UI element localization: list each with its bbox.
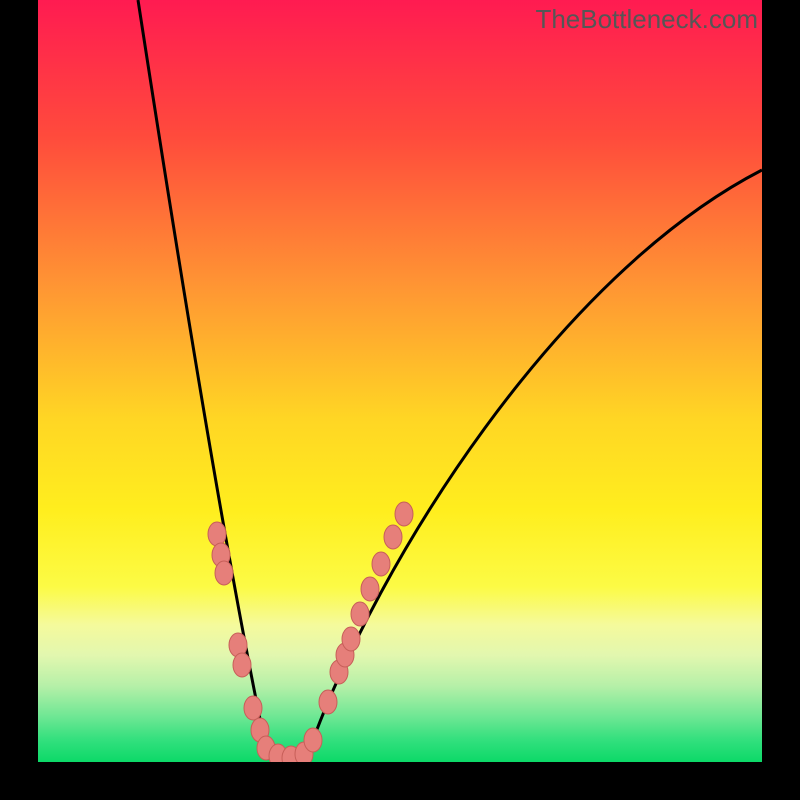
curve-marker: [361, 577, 379, 601]
border-right: [762, 0, 800, 800]
border-left: [0, 0, 38, 800]
curve-marker: [395, 502, 413, 526]
curve-marker: [208, 522, 226, 546]
curve-marker: [319, 690, 337, 714]
watermark-text: TheBottleneck.com: [535, 4, 758, 35]
curve-layer: [38, 0, 762, 762]
curve-marker: [215, 561, 233, 585]
curve-marker: [233, 653, 251, 677]
plot-area: [38, 0, 762, 762]
chart-canvas: TheBottleneck.com: [0, 0, 800, 800]
curve-marker: [372, 552, 390, 576]
curve-marker: [384, 525, 402, 549]
border-bottom: [0, 762, 800, 800]
curve-marker: [351, 602, 369, 626]
curve-marker: [244, 696, 262, 720]
curve-marker: [304, 728, 322, 752]
curve-marker: [342, 627, 360, 651]
